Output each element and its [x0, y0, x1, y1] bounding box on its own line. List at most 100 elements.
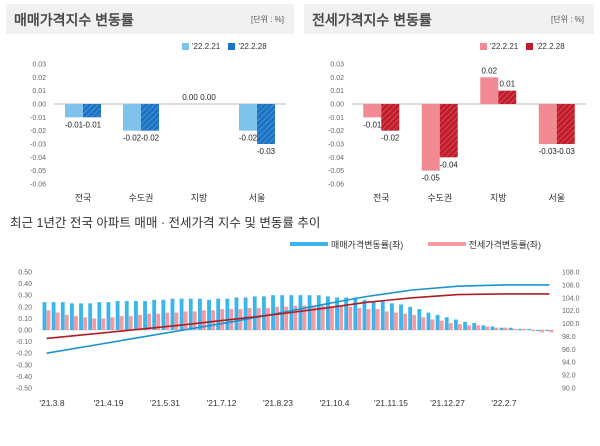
trend-right-tick-2: 104.0: [562, 295, 580, 302]
sale-panel-header: 매매가격지수 변동률 [단위 : %]: [6, 4, 294, 34]
trend-bar-s1-29: [311, 305, 316, 330]
trend-bar-s0-30: [316, 295, 321, 330]
trend-bar-s0-40: [408, 306, 413, 330]
trend-bar-s0-13: [161, 299, 166, 330]
trend-bar-s0-23: [252, 296, 257, 330]
trend-bar-s0-10: [133, 301, 138, 330]
sale-bar-s1-0: [83, 104, 101, 118]
jeonse-ytick-1: 0.02: [330, 75, 344, 82]
trend-bar-s1-33: [348, 306, 353, 330]
sale-legend: '22.2.21 '22.2.28: [176, 42, 267, 51]
trend-bar-s0-3: [69, 303, 74, 330]
trend-bar-s0-36: [371, 301, 376, 330]
sale-ytick-8: -0.05: [30, 168, 46, 175]
trend-left-tick-7: -0.20: [16, 351, 32, 358]
sale-ytick-2: 0.01: [32, 88, 46, 95]
jeonse-bar-s0-0: [363, 104, 382, 118]
jeonse-ytick-9: -0.06: [328, 182, 344, 189]
trend-bar-s0-0: [42, 302, 47, 330]
trend-x-tick-7: '21.12.27: [430, 398, 465, 408]
trend-bar-s0-35: [362, 299, 367, 330]
jeonse-category-label-0: 전국: [373, 193, 390, 203]
trend-x-tick-3: '21.7.12: [207, 398, 237, 408]
trend-bar-s0-37: [380, 301, 385, 330]
trend-bar-s1-3: [74, 316, 78, 330]
trend-right-tick-6: 96.0: [562, 347, 576, 354]
trend-bar-s1-14: [174, 312, 179, 330]
trend-bar-s0-42: [426, 312, 431, 330]
jeonse-ytick-6: -0.03: [328, 142, 344, 149]
jeonse-bar-s1-0: [381, 104, 400, 131]
trend-bar-s1-9: [128, 316, 133, 330]
jeonse-bar-chart: 0.030.020.010.00-0.01-0.02-0.03-0.04-0.0…: [328, 62, 586, 203]
sale-ytick-1: 0.02: [32, 75, 46, 82]
trend-bar-s0-49: [490, 326, 495, 330]
trend-right-tick-0: 108.0: [562, 270, 580, 277]
trend-bar-s0-50: [499, 327, 504, 330]
trend-bar-s0-18: [207, 299, 211, 330]
jeonse-panel-title: 전세가격지수 변동률: [312, 12, 432, 28]
sale-data-label-s0-2: 0.00: [182, 93, 198, 102]
jeonse-ytick-3: 0.00: [330, 102, 344, 109]
trend-bar-s1-12: [156, 313, 161, 330]
trend-line-sale-index: [46, 284, 550, 354]
trend-right-tick-9: 90.0: [562, 386, 576, 393]
trend-bar-s0-33: [344, 297, 349, 330]
trend-right-tick-7: 94.0: [562, 360, 576, 367]
trend-bar-s1-43: [439, 320, 444, 330]
trend-bar-s1-27: [293, 305, 298, 330]
jeonse-panel-unit: [단위 : %]: [551, 15, 584, 24]
trend-bar-s0-46: [463, 321, 467, 330]
jeonse-data-label-s1-2: 0.01: [499, 80, 515, 89]
sale-category-label-3: 서울: [249, 193, 266, 203]
trend-bar-s1-36: [375, 309, 380, 330]
sale-category-label-2: 지방: [191, 193, 208, 203]
trend-bar-s1-38: [394, 312, 398, 330]
jeonse-ytick-8: -0.05: [328, 168, 344, 175]
trend-bar-s1-49: [494, 327, 499, 330]
jeonse-bar-s1-2: [498, 90, 517, 104]
trend-left-tick-5: 0.00: [18, 328, 32, 335]
trend-bar-s1-37: [384, 311, 389, 330]
trend-bar-s1-11: [147, 313, 151, 330]
trend-bar-s1-8: [119, 316, 124, 330]
trend-bar-s1-45: [458, 324, 462, 330]
sale-panel-title: 매매가격지수 변동률: [14, 12, 134, 28]
trend-bar-s1-16: [192, 311, 197, 330]
trend-bar-s0-39: [399, 304, 403, 330]
sale-panel-unit: [단위 : %]: [251, 15, 284, 24]
trend-right-tick-5: 98.0: [562, 334, 576, 341]
sale-data-label-s0-0: -0.01: [65, 120, 84, 129]
trend-bar-s0-21: [234, 297, 239, 330]
trend-bar-s0-28: [298, 295, 303, 330]
sale-data-label-s1-2: 0.00: [200, 93, 216, 102]
trend-combo-chart: 0.50 0.40 0.30 0.20 0.10 0.00 -0.10 -0.20 -0.30 -…: [16, 270, 580, 409]
jeonse-change-panel: 전세가격지수 변동률 [단위 : %] '22.2.21 '22.2.28 0.…: [304, 4, 594, 204]
trend-bar-s0-43: [435, 314, 440, 330]
trend-title: 최근 1년간 전국 아파트 매매 · 전세가격 지수 및 변동률 추이: [10, 216, 321, 230]
trend-bar-s0-48: [481, 325, 486, 330]
sale-category-label-1: 수도권: [129, 192, 154, 203]
trend-panel: 최근 1년간 전국 아파트 매매 · 전세가격 지수 및 변동률 추이 매매가격…: [6, 210, 594, 442]
trend-bar-s1-17: [202, 310, 206, 330]
sale-legend-curr: '22.2.28: [238, 42, 267, 51]
trend-x-tick-8: '22.2.7: [491, 398, 517, 408]
jeonse-legend-swatch-prev: [480, 43, 487, 50]
trend-bar-s0-7: [106, 302, 111, 330]
sale-ytick-6: -0.03: [30, 142, 46, 149]
trend-bar-s1-10: [138, 314, 142, 330]
jeonse-data-label-s1-1: -0.04: [440, 160, 459, 169]
trend-line-jeonse-index: [46, 293, 550, 340]
sale-bar-s0-3: [239, 104, 257, 131]
sale-ytick-3: 0.00: [32, 102, 46, 109]
sale-data-label-s0-3: -0.02: [239, 134, 258, 143]
jeonse-category-label-3: 서울: [548, 193, 565, 203]
trend-bar-s0-47: [472, 323, 477, 330]
sale-ytick-7: -0.04: [30, 155, 46, 162]
trend-bar-s1-54: [540, 330, 545, 333]
sale-bar-s1-3: [257, 104, 275, 144]
sale-legend-swatch-prev: [182, 43, 189, 50]
trend-right-tick-8: 92.0: [562, 373, 576, 380]
trend-bar-s1-55: [549, 330, 554, 333]
trend-left-tick-4: 0.10: [18, 316, 32, 323]
